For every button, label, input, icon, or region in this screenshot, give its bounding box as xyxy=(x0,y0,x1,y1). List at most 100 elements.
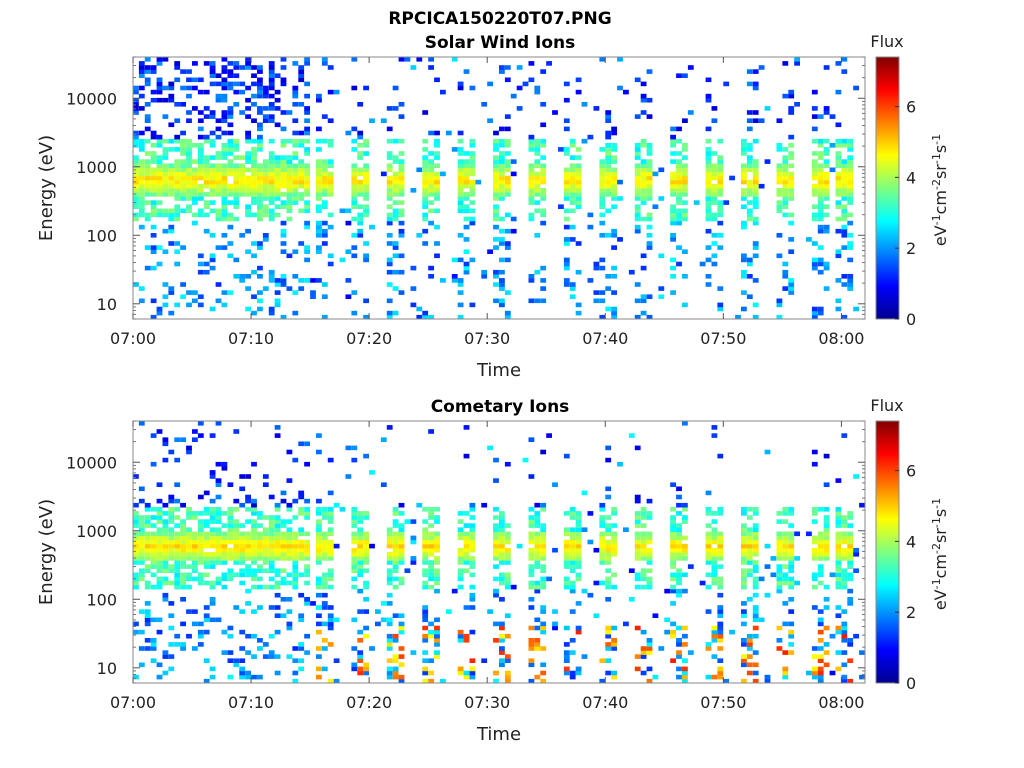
flux-cell xyxy=(162,151,169,156)
flux-cell xyxy=(245,212,251,218)
flux-cell xyxy=(434,519,440,524)
flux-cell xyxy=(150,298,157,304)
flux-cell xyxy=(251,519,257,524)
flux-cell xyxy=(676,502,682,508)
flux-cell xyxy=(841,572,848,578)
flux-cell xyxy=(634,576,641,582)
flux-cell xyxy=(499,519,505,524)
flux-cell xyxy=(540,507,547,512)
flux-cell xyxy=(245,650,251,655)
flux-cell xyxy=(239,560,246,565)
flux-cell xyxy=(133,110,139,115)
flux-cell xyxy=(469,539,476,545)
flux-cell xyxy=(138,171,145,177)
flux-cell xyxy=(174,138,181,144)
flux-cell xyxy=(540,449,547,455)
flux-cell xyxy=(150,572,157,578)
flux-cell xyxy=(386,192,393,197)
flux-cell xyxy=(357,547,364,553)
flux-cell xyxy=(617,196,623,201)
flux-cell xyxy=(640,97,647,103)
flux-cell xyxy=(835,249,842,254)
flux-cell xyxy=(682,552,688,557)
flux-cell xyxy=(174,564,181,569)
flux-cell xyxy=(428,188,434,193)
flux-cell xyxy=(197,269,204,275)
flux-cell xyxy=(316,535,322,541)
flux-cell xyxy=(286,625,293,631)
flux-cell xyxy=(487,609,493,614)
flux-cell xyxy=(711,552,718,557)
flux-cell xyxy=(386,646,393,651)
flux-cell xyxy=(806,670,812,676)
flux-cell xyxy=(640,511,647,516)
flux-cell xyxy=(593,580,600,586)
flux-cell xyxy=(770,556,777,561)
flux-cell xyxy=(138,547,145,553)
flux-cell xyxy=(634,151,641,156)
flux-cell xyxy=(510,171,517,177)
flux-cell xyxy=(428,163,434,168)
flux-cell xyxy=(723,200,730,205)
flux-cell xyxy=(268,167,275,173)
flux-cell xyxy=(398,171,405,177)
flux-cell xyxy=(192,175,198,181)
flux-cell xyxy=(239,502,246,508)
flux-cell xyxy=(215,216,222,222)
flux-cell xyxy=(670,126,676,132)
flux-cell xyxy=(327,552,334,557)
flux-cell xyxy=(823,261,830,267)
flux-cell xyxy=(227,163,234,168)
flux-cell xyxy=(575,547,582,553)
flux-cell xyxy=(823,453,830,459)
flux-cell xyxy=(575,552,582,557)
flux-cell xyxy=(463,216,470,222)
flux-cell xyxy=(540,531,547,537)
flux-cell xyxy=(776,179,783,185)
flux-cell xyxy=(292,535,299,541)
flux-cell xyxy=(457,81,464,87)
flux-cell xyxy=(522,81,529,87)
flux-cell xyxy=(180,167,186,173)
flux-cell xyxy=(351,523,358,528)
flux-cell xyxy=(174,633,181,639)
flux-cell xyxy=(227,253,234,259)
flux-cell xyxy=(811,535,818,541)
flux-cell xyxy=(640,539,647,545)
flux-cell xyxy=(221,81,228,87)
flux-cell xyxy=(741,638,747,643)
flux-cell xyxy=(215,183,222,189)
flux-cell xyxy=(257,110,263,115)
flux-cell xyxy=(847,183,854,189)
flux-cell xyxy=(280,200,287,205)
flux-cell xyxy=(428,572,434,578)
flux-cell xyxy=(304,507,310,512)
flux-cell xyxy=(156,527,163,532)
flux-cell xyxy=(599,658,606,663)
flux-cell xyxy=(363,609,369,614)
flux-cell xyxy=(434,650,440,655)
flux-cell xyxy=(835,61,842,66)
flux-cell xyxy=(640,183,647,189)
flux-cell xyxy=(215,126,222,132)
flux-cell xyxy=(286,609,293,614)
flux-cell xyxy=(528,523,535,528)
flux-cell xyxy=(422,192,429,197)
flux-cell xyxy=(156,188,163,193)
flux-cell xyxy=(221,547,228,553)
flux-cell xyxy=(569,588,576,594)
flux-cell xyxy=(741,269,747,275)
flux-cell xyxy=(245,155,251,160)
flux-cell xyxy=(351,556,358,561)
flux-cell xyxy=(138,183,145,189)
flux-cell xyxy=(841,576,848,582)
flux-cell xyxy=(546,61,552,66)
flux-cell xyxy=(304,498,310,504)
flux-cell xyxy=(504,654,511,659)
flux-cell xyxy=(847,220,854,226)
flux-cell xyxy=(640,535,647,541)
flux-cell xyxy=(711,212,718,218)
flux-cell xyxy=(493,147,499,152)
flux-cell xyxy=(493,539,499,545)
flux-cell xyxy=(569,175,576,181)
